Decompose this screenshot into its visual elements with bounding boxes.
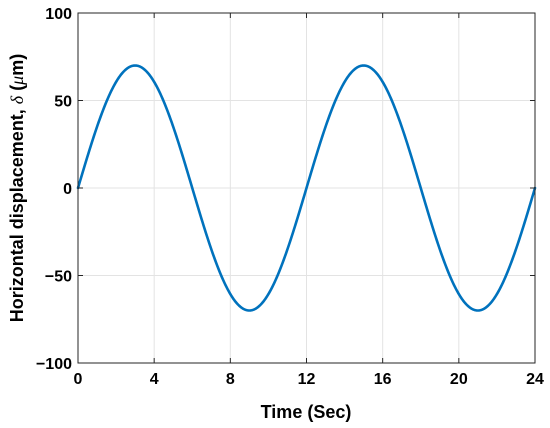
x-tick-label: 16 — [374, 371, 392, 388]
x-tick-labels: 0 4 8 12 16 20 24 — [74, 371, 544, 388]
x-tick-label: 8 — [226, 371, 235, 388]
y-tick-label: 100 — [45, 6, 72, 23]
y-axis-label: Horizontal displacement, δ (μm) — [7, 54, 27, 322]
x-tick-label: 12 — [298, 371, 316, 388]
series-line — [76, 64, 537, 312]
y-tick-label: 0 — [63, 181, 72, 198]
x-tick-label: 4 — [150, 371, 159, 388]
x-tick-label: 0 — [74, 371, 83, 388]
axis-ticks — [77, 12, 536, 364]
y-tick-label: −100 — [36, 356, 72, 373]
x-axis-label: Time (Sec) — [261, 402, 352, 422]
x-tick-label: 24 — [526, 371, 544, 388]
x-tick-label: 20 — [450, 371, 468, 388]
y-tick-label: 50 — [54, 94, 72, 111]
y-tick-labels: −100 −50 0 50 100 — [36, 6, 72, 373]
y-tick-label: −50 — [45, 269, 72, 286]
